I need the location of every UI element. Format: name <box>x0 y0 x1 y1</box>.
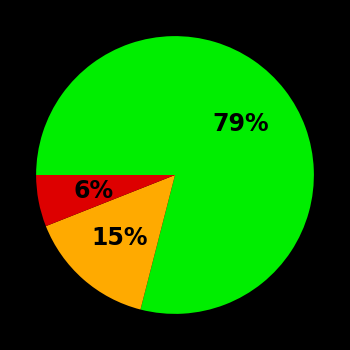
Text: 15%: 15% <box>92 225 148 250</box>
Wedge shape <box>36 175 175 226</box>
Text: 6%: 6% <box>73 178 113 203</box>
Wedge shape <box>46 175 175 309</box>
Text: 79%: 79% <box>212 112 269 136</box>
Wedge shape <box>36 36 314 314</box>
